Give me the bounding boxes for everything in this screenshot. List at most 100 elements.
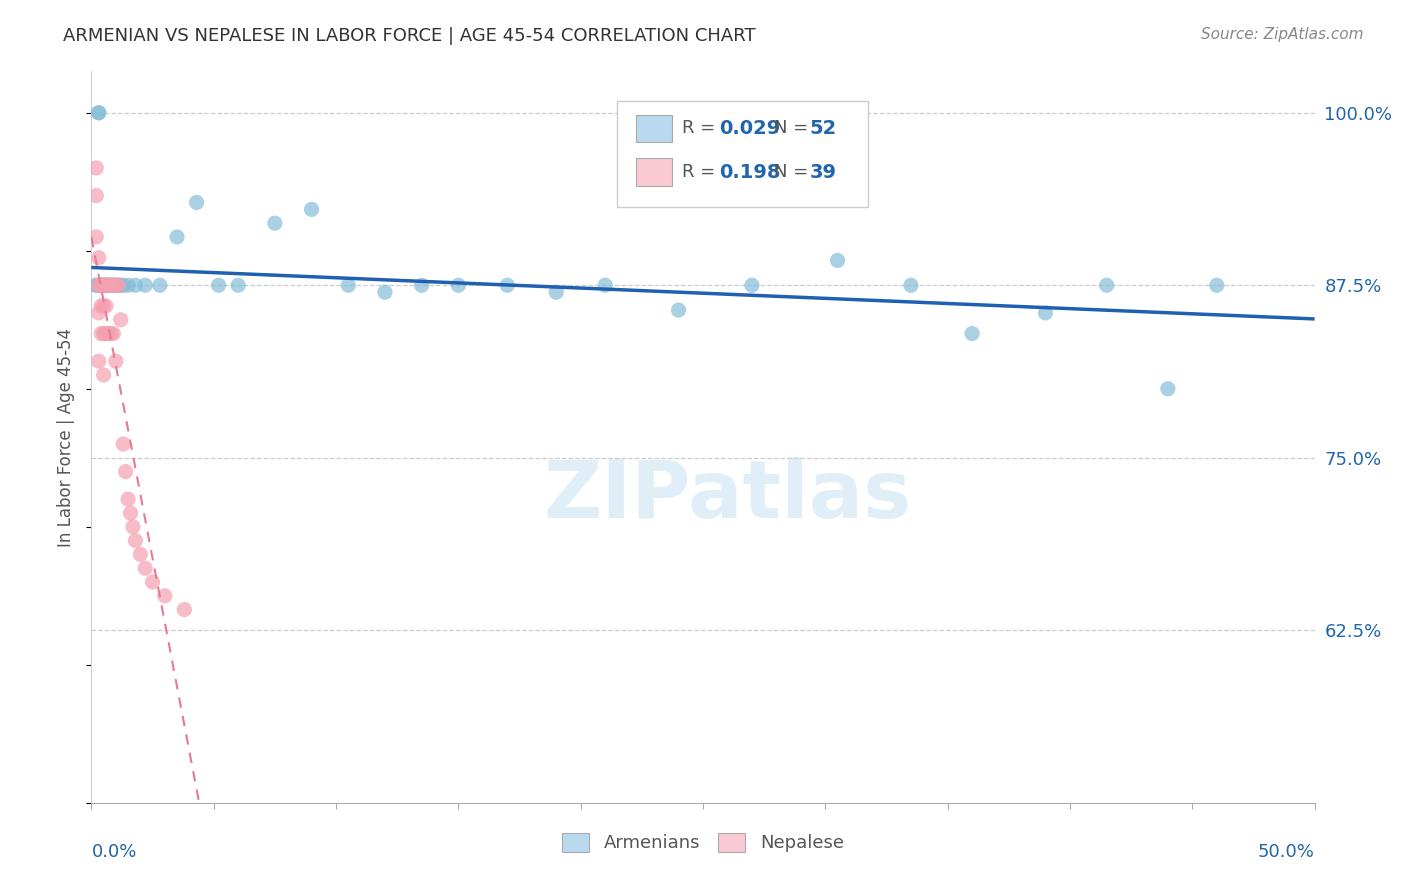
Point — [100, 278, 122, 293]
Point — [120, 506, 142, 520]
Text: 50.0%: 50.0% — [1258, 843, 1315, 861]
Point — [496, 278, 519, 293]
FancyBboxPatch shape — [636, 159, 672, 186]
Point — [900, 278, 922, 293]
Point — [110, 312, 132, 326]
Text: 52: 52 — [810, 119, 837, 138]
Point — [90, 278, 112, 293]
Point — [153, 589, 176, 603]
Point — [103, 278, 125, 293]
Point — [173, 602, 195, 616]
Point — [100, 278, 122, 293]
Point — [93, 368, 115, 382]
Point — [94, 278, 117, 293]
Text: N =: N = — [773, 120, 808, 137]
Point — [93, 278, 115, 293]
Point — [93, 326, 115, 341]
Point — [103, 278, 125, 293]
Point — [104, 278, 127, 293]
Point — [94, 278, 117, 293]
Text: Source: ZipAtlas.com: Source: ZipAtlas.com — [1201, 27, 1364, 42]
Point — [186, 195, 208, 210]
Point — [90, 278, 112, 293]
Y-axis label: In Labor Force | Age 45-54: In Labor Force | Age 45-54 — [58, 327, 76, 547]
Point — [411, 278, 433, 293]
Point — [337, 278, 360, 293]
Point — [447, 278, 470, 293]
Point — [107, 278, 129, 293]
Point — [110, 278, 132, 293]
Point — [107, 278, 129, 293]
Point — [1035, 306, 1057, 320]
Point — [93, 278, 115, 293]
Point — [114, 465, 136, 479]
Point — [97, 278, 120, 293]
Text: 0.0%: 0.0% — [91, 843, 136, 861]
Text: 0.029: 0.029 — [718, 119, 780, 138]
Point — [546, 285, 568, 300]
Point — [166, 230, 188, 244]
Point — [960, 326, 983, 341]
Point — [84, 278, 107, 293]
Point — [84, 230, 107, 244]
Point — [593, 278, 616, 293]
Point — [84, 278, 107, 293]
Legend: Armenians, Nepalese: Armenians, Nepalese — [555, 826, 851, 860]
Point — [93, 278, 115, 293]
Point — [129, 548, 152, 562]
Point — [149, 278, 172, 293]
Point — [97, 278, 120, 293]
Point — [87, 278, 110, 293]
Point — [90, 278, 112, 293]
Point — [90, 278, 112, 293]
Point — [94, 326, 117, 341]
FancyBboxPatch shape — [617, 101, 868, 207]
Point — [264, 216, 287, 230]
Text: 0.198: 0.198 — [718, 163, 780, 182]
Point — [90, 299, 112, 313]
Point — [93, 278, 115, 293]
Point — [87, 105, 110, 120]
Point — [87, 306, 110, 320]
Point — [87, 251, 110, 265]
Point — [97, 278, 120, 293]
Point — [134, 278, 156, 293]
Point — [374, 285, 396, 300]
Text: ZIPatlas: ZIPatlas — [543, 457, 911, 534]
Point — [207, 278, 229, 293]
Point — [1095, 278, 1118, 293]
Text: N =: N = — [773, 163, 808, 181]
Text: R =: R = — [682, 163, 716, 181]
Point — [84, 188, 107, 202]
Point — [84, 161, 107, 175]
Point — [122, 520, 145, 534]
Point — [741, 278, 763, 293]
Point — [94, 278, 117, 293]
Point — [93, 299, 115, 313]
Point — [90, 326, 112, 341]
Point — [124, 278, 146, 293]
Point — [668, 303, 690, 318]
Point — [124, 533, 146, 548]
FancyBboxPatch shape — [636, 114, 672, 143]
Point — [97, 326, 120, 341]
Point — [112, 278, 135, 293]
Point — [104, 278, 127, 293]
Text: R =: R = — [682, 120, 716, 137]
Point — [87, 105, 110, 120]
Point — [141, 574, 163, 589]
Point — [226, 278, 249, 293]
Point — [134, 561, 156, 575]
Point — [104, 354, 127, 368]
Point — [1157, 382, 1180, 396]
Text: ARMENIAN VS NEPALESE IN LABOR FORCE | AGE 45-54 CORRELATION CHART: ARMENIAN VS NEPALESE IN LABOR FORCE | AG… — [63, 27, 756, 45]
Point — [94, 299, 117, 313]
Point — [100, 278, 122, 293]
Point — [117, 278, 139, 293]
Point — [103, 326, 125, 341]
Point — [827, 253, 849, 268]
Point — [90, 278, 112, 293]
Point — [301, 202, 323, 217]
Point — [87, 354, 110, 368]
Point — [93, 278, 115, 293]
